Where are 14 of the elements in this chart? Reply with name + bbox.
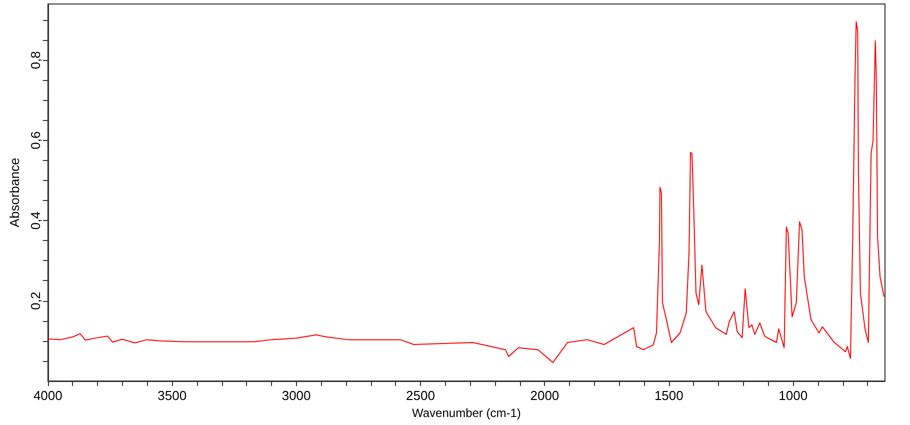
y-tick-label: 0,6 — [28, 131, 43, 150]
x-axis-title: Wavenumber (cm-1) — [412, 406, 521, 420]
y-tick-label: 0,4 — [28, 212, 43, 230]
y-axis-title: Absorbance — [7, 158, 22, 228]
y-tick-label: 0,2 — [28, 292, 43, 310]
line-series — [47, 21, 885, 364]
x-tick-label: 2500 — [406, 388, 435, 403]
x-tick-label: 1000 — [778, 388, 808, 403]
x-tick-label: 3500 — [158, 388, 187, 403]
x-tick-label: 3000 — [282, 388, 311, 403]
x-tick-label: 2000 — [530, 388, 560, 403]
x-tick-label: 4000 — [33, 388, 62, 403]
x-tick-label: 1500 — [654, 388, 684, 403]
y-tick-label: 0,8 — [28, 51, 43, 70]
